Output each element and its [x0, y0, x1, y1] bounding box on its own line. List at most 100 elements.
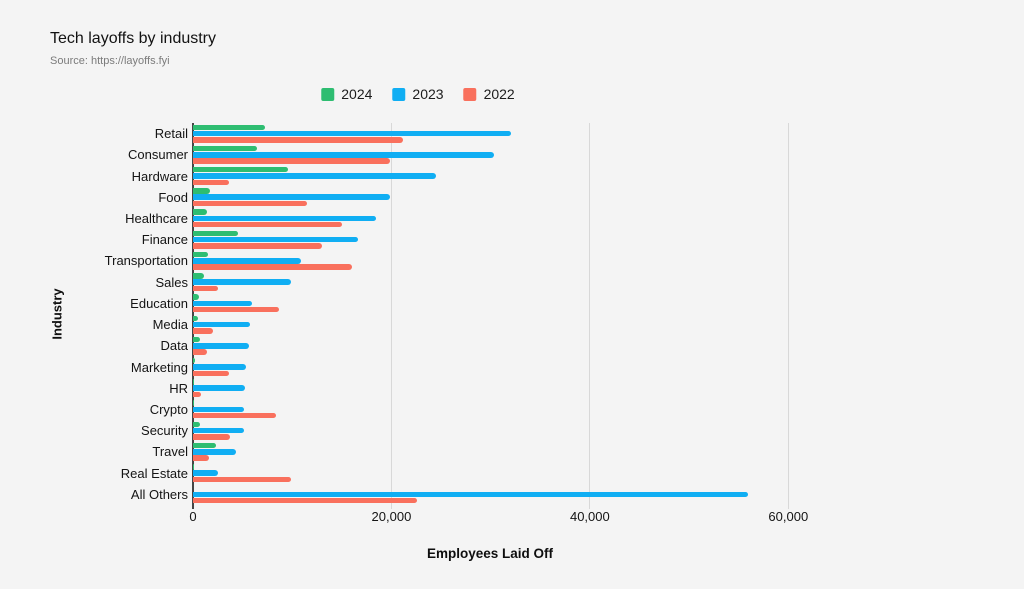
- bar-group-real-estate: [193, 463, 988, 484]
- bar-sales-2022[interactable]: [193, 285, 219, 292]
- bar-security-2023[interactable]: [193, 427, 244, 434]
- bar-travel-2022[interactable]: [193, 455, 209, 461]
- bar-all-others-2022[interactable]: [193, 497, 418, 504]
- bar-real-estate-2023[interactable]: [193, 470, 218, 476]
- bar-transportation-2024[interactable]: [193, 251, 208, 258]
- category-label-education: Education: [130, 295, 188, 311]
- bar-consumer-2022[interactable]: [193, 158, 391, 164]
- legend-swatch-2024: [321, 87, 335, 101]
- bar-hardware-2022[interactable]: [193, 179, 230, 186]
- bar-crypto-2023[interactable]: [193, 406, 244, 413]
- chart-title: Tech layoffs by industry: [50, 30, 217, 47]
- bar-data-2022[interactable]: [193, 349, 207, 355]
- plot-area: [192, 123, 988, 509]
- bar-group-hardware: [193, 165, 988, 186]
- legend-swatch-2023: [392, 87, 406, 101]
- category-label-travel: Travel: [152, 444, 188, 460]
- bar-group-media: [193, 314, 988, 335]
- bar-transportation-2022[interactable]: [193, 264, 352, 270]
- bar-media-2022[interactable]: [193, 328, 213, 334]
- bar-group-security: [193, 420, 988, 441]
- bar-group-hr: [193, 378, 988, 399]
- category-axis: Retail Consumer Hardware Food Healthcare Fina…: [0, 123, 188, 505]
- category-label-transportation: Transportation: [104, 253, 188, 269]
- bar-group-sales: [193, 272, 988, 293]
- bar-hr-2022[interactable]: [193, 391, 201, 398]
- bar-education-2022[interactable]: [193, 306, 280, 313]
- bar-marketing-2022[interactable]: [193, 370, 230, 377]
- bar-crypto-2024[interactable]: [193, 400, 195, 406]
- bar-consumer-2023[interactable]: [193, 152, 494, 158]
- bar-hardware-2024[interactable]: [193, 166, 289, 173]
- category-label-hardware: Hardware: [131, 168, 188, 184]
- legend-item-2024[interactable]: 2024: [321, 86, 372, 102]
- bar-crypto-2022[interactable]: [193, 412, 276, 419]
- bar-healthcare-2023[interactable]: [193, 215, 376, 222]
- legend-swatch-2022: [463, 87, 477, 101]
- bar-finance-2023[interactable]: [193, 236, 358, 243]
- bar-food-2024[interactable]: [193, 188, 210, 194]
- x-axis-ticks: 0 20,000 40,000 60,000: [189, 509, 988, 527]
- bar-data-2024[interactable]: [193, 336, 200, 343]
- bar-media-2023[interactable]: [193, 321, 250, 328]
- bar-travel-2023[interactable]: [193, 449, 236, 455]
- bar-real-estate-2022[interactable]: [193, 476, 292, 483]
- bar-group-retail: [193, 123, 988, 144]
- category-label-consumer: Consumer: [128, 147, 188, 163]
- bar-group-travel: [193, 441, 988, 462]
- bar-education-2023[interactable]: [193, 300, 252, 307]
- bar-real-estate-2024[interactable]: [193, 464, 194, 470]
- bar-retail-2023[interactable]: [193, 130, 512, 137]
- category-label-all-others: All Others: [130, 486, 188, 502]
- category-label-finance: Finance: [141, 232, 188, 248]
- bar-marketing-2024[interactable]: [193, 357, 195, 364]
- bar-healthcare-2022[interactable]: [193, 221, 342, 228]
- bar-group-data: [193, 335, 988, 356]
- chart-source: Source: https://layoffs.fyi: [50, 55, 170, 67]
- bar-consumer-2024[interactable]: [193, 145, 258, 152]
- bar-hr-2024[interactable]: [193, 379, 195, 385]
- legend-label-2024: 2024: [341, 86, 373, 102]
- category-label-retail: Retail: [154, 126, 188, 142]
- bar-healthcare-2024[interactable]: [193, 209, 207, 215]
- x-tick-label-0: 0: [189, 509, 197, 524]
- category-label-crypto: Crypto: [149, 401, 188, 417]
- bar-sales-2024[interactable]: [193, 273, 204, 279]
- bar-retail-2024[interactable]: [193, 124, 266, 130]
- category-label-marketing: Marketing: [130, 359, 188, 375]
- bar-group-consumer: [193, 144, 988, 165]
- x-tick-label-40000: 40,000: [569, 509, 610, 524]
- category-label-healthcare: Healthcare: [125, 210, 188, 226]
- bar-hr-2023[interactable]: [193, 385, 245, 391]
- bar-hardware-2023[interactable]: [193, 173, 437, 179]
- bar-data-2023[interactable]: [193, 343, 249, 349]
- legend-item-2022[interactable]: 2022: [463, 86, 515, 102]
- bar-media-2024[interactable]: [193, 315, 198, 321]
- x-axis-title: Employees Laid Off: [426, 546, 554, 561]
- bar-transportation-2023[interactable]: [193, 258, 302, 264]
- bar-finance-2024[interactable]: [193, 230, 238, 237]
- gridline-40000: [589, 123, 591, 509]
- legend-label-2022: 2022: [483, 86, 515, 102]
- bar-education-2024[interactable]: [193, 294, 200, 300]
- x-tick-label-60000: 60,000: [768, 509, 809, 524]
- bar-security-2024[interactable]: [193, 421, 200, 428]
- gridline-20000: [390, 123, 392, 509]
- legend: 2024 2023 2022: [321, 86, 515, 102]
- bar-food-2022[interactable]: [193, 200, 308, 207]
- bar-finance-2022[interactable]: [193, 243, 322, 249]
- bar-all-others-2023[interactable]: [193, 491, 748, 498]
- bar-retail-2022[interactable]: [193, 137, 404, 143]
- category-label-hr: HR: [169, 380, 188, 396]
- bar-travel-2024[interactable]: [193, 442, 216, 449]
- bar-group-crypto: [193, 399, 988, 420]
- bar-marketing-2023[interactable]: [193, 364, 246, 370]
- bar-group-finance: [193, 229, 988, 250]
- bar-security-2022[interactable]: [193, 434, 231, 440]
- bar-food-2023[interactable]: [193, 194, 391, 200]
- legend-label-2023: 2023: [412, 86, 444, 102]
- legend-item-2023[interactable]: 2023: [392, 86, 444, 102]
- category-label-security: Security: [141, 423, 188, 439]
- bar-sales-2023[interactable]: [193, 279, 292, 285]
